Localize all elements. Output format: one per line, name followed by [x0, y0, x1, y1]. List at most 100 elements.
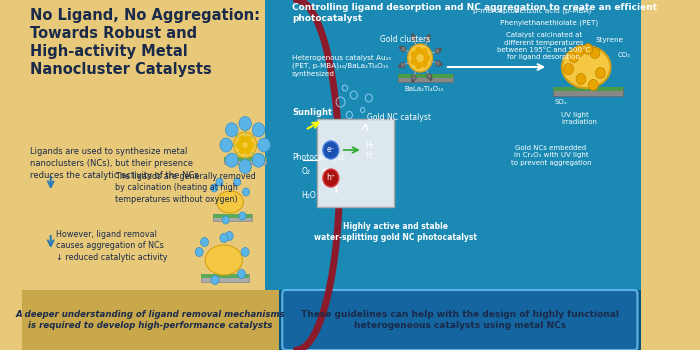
- Text: Photocatalyst: Photocatalyst: [292, 154, 344, 162]
- Circle shape: [225, 123, 238, 137]
- Circle shape: [410, 57, 417, 65]
- Circle shape: [258, 138, 270, 152]
- Text: Sunlight: Sunlight: [292, 108, 332, 117]
- Circle shape: [427, 74, 432, 79]
- Circle shape: [435, 48, 440, 54]
- Text: H⁺: H⁺: [365, 150, 375, 160]
- FancyBboxPatch shape: [214, 214, 252, 218]
- Text: UV light
irradiation: UV light irradiation: [561, 112, 598, 126]
- FancyBboxPatch shape: [22, 0, 641, 350]
- FancyBboxPatch shape: [282, 290, 638, 350]
- Circle shape: [323, 141, 339, 159]
- Circle shape: [242, 188, 249, 196]
- Circle shape: [237, 270, 246, 279]
- Circle shape: [399, 46, 402, 49]
- Text: Styrene: Styrene: [595, 37, 623, 43]
- Circle shape: [244, 147, 251, 155]
- Circle shape: [195, 247, 203, 257]
- Circle shape: [211, 275, 219, 285]
- Circle shape: [569, 51, 579, 63]
- Circle shape: [415, 47, 422, 54]
- FancyBboxPatch shape: [265, 0, 641, 350]
- FancyBboxPatch shape: [279, 290, 641, 350]
- Circle shape: [244, 135, 251, 143]
- Circle shape: [239, 212, 246, 220]
- Circle shape: [225, 231, 233, 240]
- Text: H₂: H₂: [365, 141, 375, 150]
- Circle shape: [439, 48, 442, 51]
- Circle shape: [220, 233, 228, 243]
- Circle shape: [410, 51, 417, 58]
- Circle shape: [234, 178, 241, 186]
- Circle shape: [574, 46, 584, 56]
- Circle shape: [253, 153, 265, 167]
- Circle shape: [590, 48, 600, 58]
- Circle shape: [200, 238, 209, 246]
- Circle shape: [429, 77, 433, 81]
- Text: Gold clusters: Gold clusters: [380, 35, 430, 44]
- Circle shape: [440, 63, 442, 66]
- Text: Ligands are used to synthesize metal
nanoclusters (NCs), but their presence
redu: Ligands are used to synthesize metal nan…: [29, 147, 198, 180]
- FancyBboxPatch shape: [201, 274, 248, 278]
- Circle shape: [411, 79, 414, 83]
- Text: p-mercaptobenzoic acid (p-MBA): p-mercaptobenzoic acid (p-MBA): [473, 8, 592, 14]
- FancyBboxPatch shape: [201, 274, 248, 282]
- Circle shape: [241, 247, 249, 257]
- Text: e⁻: e⁻: [326, 146, 335, 154]
- Circle shape: [412, 75, 416, 80]
- Text: No Ligand, No Aggregation:
Towards Robust and
High-activity Metal
Nanocluster Ca: No Ligand, No Aggregation: Towards Robus…: [29, 8, 260, 77]
- Circle shape: [234, 132, 257, 158]
- Circle shape: [424, 54, 430, 62]
- Text: H₂O: H₂O: [302, 190, 316, 199]
- Ellipse shape: [562, 46, 610, 88]
- Circle shape: [239, 160, 251, 174]
- Circle shape: [398, 65, 401, 68]
- Circle shape: [576, 74, 586, 84]
- FancyBboxPatch shape: [552, 87, 623, 96]
- Circle shape: [411, 33, 414, 37]
- Circle shape: [239, 117, 251, 131]
- Circle shape: [400, 62, 405, 68]
- Text: BaLa₄Ti₄O₁₅: BaLa₄Ti₄O₁₅: [404, 86, 444, 92]
- FancyBboxPatch shape: [224, 157, 266, 164]
- Text: Phenylethanethiolate (PET): Phenylethanethiolate (PET): [500, 20, 598, 27]
- Circle shape: [564, 63, 573, 75]
- Ellipse shape: [217, 191, 244, 213]
- Circle shape: [421, 48, 428, 56]
- Text: However, ligand removal
causes aggregation of NCs
↓ reduced catalytic activity: However, ligand removal causes aggregati…: [56, 230, 167, 262]
- Circle shape: [253, 123, 265, 137]
- Circle shape: [412, 35, 416, 41]
- Circle shape: [428, 34, 430, 37]
- Circle shape: [225, 153, 238, 167]
- Ellipse shape: [205, 245, 242, 275]
- FancyBboxPatch shape: [398, 74, 453, 78]
- Text: Highly active and stable
water-splitting gold NC photocatalyst: Highly active and stable water-splitting…: [314, 222, 477, 242]
- Circle shape: [583, 43, 593, 55]
- Circle shape: [323, 169, 339, 187]
- Text: Catalyst calcinated at
different temperatures
between 195°C and 500°C
for ligand: Catalyst calcinated at different tempera…: [497, 32, 590, 61]
- Text: O₂: O₂: [302, 168, 311, 176]
- Circle shape: [407, 44, 433, 72]
- FancyBboxPatch shape: [552, 87, 623, 91]
- Circle shape: [401, 46, 406, 52]
- Circle shape: [589, 79, 598, 91]
- Text: Gold NCs embedded
in Cr₂O₃ with UV light
to prevent aggregation: Gold NCs embedded in Cr₂O₃ with UV light…: [510, 145, 592, 166]
- FancyBboxPatch shape: [316, 119, 395, 207]
- Text: Gold NC catalyst: Gold NC catalyst: [367, 113, 431, 122]
- Text: Heterogenous catalyst Au₂₅
(PET, p-MBA)₁₈/BaLa₄Ti₄O₁₅
synthesized: Heterogenous catalyst Au₂₅ (PET, p-MBA)₁…: [292, 55, 391, 77]
- FancyBboxPatch shape: [398, 74, 453, 82]
- Text: The ligands are generally removed
by calcination (heating at high
temperatures w: The ligands are generally removed by cal…: [116, 172, 256, 204]
- Circle shape: [415, 62, 422, 69]
- Text: Controlling ligand desorption and NC aggregation to create an efficient
photocat: Controlling ligand desorption and NC agg…: [292, 3, 657, 23]
- Circle shape: [236, 141, 243, 149]
- Circle shape: [239, 147, 246, 155]
- Circle shape: [222, 216, 229, 224]
- Circle shape: [421, 60, 428, 68]
- Circle shape: [247, 141, 254, 149]
- Circle shape: [239, 135, 246, 143]
- FancyBboxPatch shape: [22, 290, 279, 350]
- Text: SOₓ: SOₓ: [554, 99, 567, 105]
- Circle shape: [211, 184, 218, 192]
- FancyBboxPatch shape: [214, 214, 252, 221]
- Text: These guidelines can help with the design of highly functional
heterogeneous cat: These guidelines can help with the desig…: [301, 310, 619, 330]
